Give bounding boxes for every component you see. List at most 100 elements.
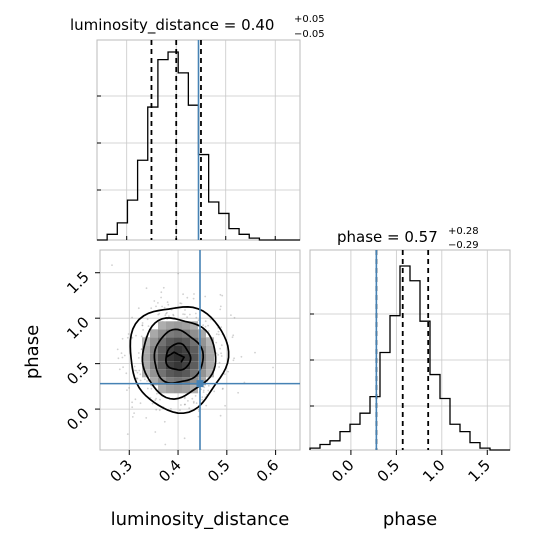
scatter-point xyxy=(207,389,210,392)
density-cell xyxy=(142,361,150,370)
scatter-point xyxy=(195,402,198,405)
title-luminosity-distance-minus: −0.05 xyxy=(294,29,325,40)
scatter-point xyxy=(172,313,175,316)
y-tick-label: 0.0 xyxy=(63,404,93,434)
contour-level xyxy=(129,306,230,415)
scatter-point xyxy=(215,341,218,344)
scatter-point xyxy=(140,335,143,338)
scatter-point xyxy=(156,392,158,395)
scatter-point xyxy=(222,387,224,390)
scatter-point xyxy=(194,312,197,315)
density-cell xyxy=(166,337,174,346)
scatter-point xyxy=(217,330,220,333)
scatter-point xyxy=(184,403,186,406)
scatter-point xyxy=(207,384,210,387)
scatter-point xyxy=(183,437,186,440)
density-cell xyxy=(182,385,190,394)
scatter-point xyxy=(155,305,157,308)
density-cell xyxy=(190,337,198,346)
scatter-point xyxy=(157,313,160,316)
density-2d-panel: 0.3 0.4 0.5 0.6 0.0 0.5 1.0 1.5 xyxy=(63,249,301,486)
scatter-point xyxy=(159,398,161,401)
scatter-point xyxy=(155,408,158,411)
y-tick-label: 1.5 xyxy=(63,268,93,298)
scatter-point xyxy=(197,415,200,418)
scatter-point xyxy=(146,380,149,382)
density-cell xyxy=(158,353,166,362)
scatter-point xyxy=(221,388,224,390)
scatter-point xyxy=(142,329,145,331)
scatter-point xyxy=(118,368,121,371)
density-cell xyxy=(150,329,158,338)
density-cell xyxy=(166,353,174,362)
contour-level xyxy=(141,317,217,400)
scatter-point xyxy=(204,320,207,323)
x-tick-label: 0.0 xyxy=(328,456,358,486)
scatter-point xyxy=(180,404,182,406)
scatter-point xyxy=(224,373,226,375)
scatter-point xyxy=(135,334,137,337)
scatter-point xyxy=(150,307,153,310)
scatter-point xyxy=(146,387,149,390)
scatter-point xyxy=(141,324,144,327)
density-2d-x-ticks: 0.3 0.4 0.5 0.6 xyxy=(106,450,282,486)
scatter-point xyxy=(179,409,181,412)
density-cell xyxy=(174,385,182,394)
scatter-point xyxy=(137,352,140,354)
density-cell xyxy=(198,337,206,346)
density-cell xyxy=(166,361,174,370)
title-phase: phase = 0.57 xyxy=(337,228,438,246)
scatter-point xyxy=(204,295,207,298)
scatter-point xyxy=(134,369,136,372)
scatter-point xyxy=(204,325,207,328)
hist-phase-grid xyxy=(310,250,510,450)
scatter-point xyxy=(191,397,194,400)
scatter-point xyxy=(126,389,128,391)
density-cell xyxy=(150,377,158,386)
scatter-point xyxy=(201,396,204,399)
scatter-point xyxy=(165,312,168,315)
density-cell xyxy=(158,329,166,338)
hist-phase-ticks: 0.0 0.5 1.0 1.5 xyxy=(310,313,494,486)
hist-phase-panel: 0.0 0.5 1.0 1.5 phase = 0.57 +0.28 −0.29 xyxy=(309,226,511,486)
density-cell xyxy=(174,369,182,378)
scatter-point xyxy=(201,398,204,401)
scatter-point xyxy=(188,407,191,410)
scatter-point xyxy=(227,370,230,373)
density-cell xyxy=(190,377,198,386)
scatter-point xyxy=(187,400,189,402)
density-cell xyxy=(166,329,174,338)
scatter-point xyxy=(218,366,221,368)
x-axis-label-luminosity-distance: luminosity_distance xyxy=(111,509,290,530)
density-cell xyxy=(158,337,166,346)
scatter-point xyxy=(127,333,130,335)
scatter-point xyxy=(155,397,158,400)
scatter-point xyxy=(146,318,149,321)
density-cell xyxy=(198,353,206,362)
scatter-point xyxy=(164,443,167,446)
density-cell xyxy=(206,361,214,370)
scatter-point xyxy=(219,293,222,296)
scatter-point xyxy=(157,302,159,304)
scatter-point xyxy=(158,409,161,412)
density-cell xyxy=(190,369,198,378)
scatter-point xyxy=(168,315,170,318)
scatter-point xyxy=(116,348,119,351)
scatter-point xyxy=(217,354,220,356)
scatter-point xyxy=(197,319,200,321)
density-cell xyxy=(158,345,166,354)
scatter-point xyxy=(141,324,144,327)
scatter-point xyxy=(202,389,205,392)
scatter-point xyxy=(218,361,221,364)
contour-level xyxy=(153,328,205,384)
scatter-point xyxy=(121,337,124,340)
density-cell xyxy=(198,369,206,378)
scatter-point xyxy=(177,272,180,275)
density-cell xyxy=(174,361,182,370)
scatter-point xyxy=(219,347,222,350)
x-tick-label: 0.5 xyxy=(374,456,404,486)
x-tick-label: 0.3 xyxy=(106,456,136,486)
hist-phase-steps xyxy=(309,265,510,451)
scatter-point xyxy=(126,336,129,339)
scatter-point xyxy=(163,306,166,309)
